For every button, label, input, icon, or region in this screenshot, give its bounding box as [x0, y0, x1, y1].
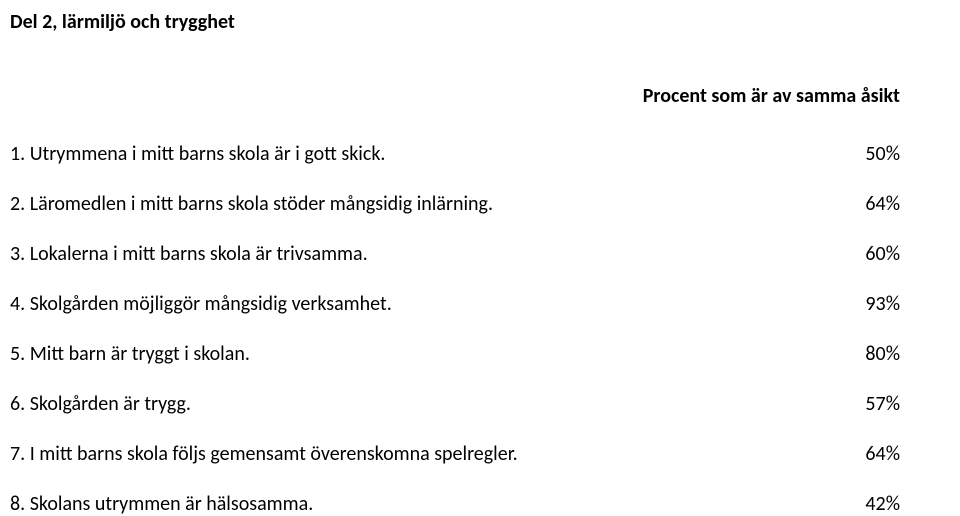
section-title: Del 2, lärmiljö och trygghet [10, 10, 900, 34]
row-label: 8. Skolans utrymmen är hälsosamma. [10, 492, 840, 516]
row-value: 50% [840, 142, 900, 166]
table-row: 2. Läromedlen i mitt barns skola stöder … [10, 192, 900, 216]
row-value: 64% [840, 192, 900, 216]
table-row: 1. Utrymmena i mitt barns skola är i got… [10, 142, 900, 166]
row-value: 60% [840, 242, 900, 266]
row-label: 4. Skolgården möjliggör mångsidig verksa… [10, 292, 840, 316]
row-label: 2. Läromedlen i mitt barns skola stöder … [10, 192, 840, 216]
page: Del 2, lärmiljö och trygghet Procent som… [0, 0, 960, 515]
row-label: 3. Lokalerna i mitt barns skola är trivs… [10, 242, 840, 266]
row-label: 7. I mitt barns skola följs gemensamt öv… [10, 442, 840, 466]
row-value: 93% [840, 292, 900, 316]
table-row: 4. Skolgården möjliggör mångsidig verksa… [10, 292, 900, 316]
row-value: 64% [840, 442, 900, 466]
column-header: Procent som är av samma åsikt [10, 84, 900, 108]
row-label: 5. Mitt barn är tryggt i skolan. [10, 342, 840, 366]
row-label: 1. Utrymmena i mitt barns skola är i got… [10, 142, 840, 166]
row-value: 80% [840, 342, 900, 366]
table-row: 5. Mitt barn är tryggt i skolan. 80% [10, 342, 900, 366]
row-label: 6. Skolgården är trygg. [10, 392, 840, 416]
table-row: 7. I mitt barns skola följs gemensamt öv… [10, 442, 900, 466]
table-row: 3. Lokalerna i mitt barns skola är trivs… [10, 242, 900, 266]
row-value: 42% [840, 492, 900, 516]
row-value: 57% [840, 392, 900, 416]
table-row: 6. Skolgården är trygg. 57% [10, 392, 900, 416]
table-row: 8. Skolans utrymmen är hälsosamma. 42% [10, 492, 900, 516]
data-rows: 1. Utrymmena i mitt barns skola är i got… [10, 142, 900, 516]
